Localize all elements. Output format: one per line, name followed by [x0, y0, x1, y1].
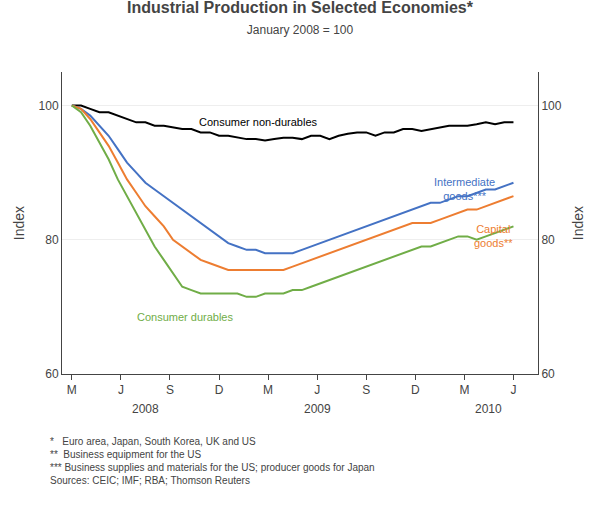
- svg-text:M: M: [67, 383, 77, 397]
- svg-text:2009: 2009: [304, 402, 331, 416]
- svg-text:Capitalgoods**: Capitalgoods**: [474, 223, 513, 249]
- svg-text:80: 80: [541, 233, 555, 247]
- svg-text:S: S: [362, 383, 370, 397]
- svg-text:J: J: [314, 383, 320, 397]
- svg-text:D: D: [215, 383, 224, 397]
- svg-text:Index: Index: [11, 206, 27, 240]
- svg-text:Industrial Production in Selec: Industrial Production in Selected Econom…: [127, 0, 474, 37]
- svg-text:2008: 2008: [132, 402, 159, 416]
- svg-text:80: 80: [45, 233, 59, 247]
- svg-text:J: J: [510, 383, 516, 397]
- svg-text:Index: Index: [570, 206, 586, 240]
- svg-text:Consumer non-durables: Consumer non-durables: [199, 116, 318, 128]
- svg-text:100: 100: [39, 99, 59, 113]
- svg-text:M: M: [263, 383, 273, 397]
- svg-text:Intermediategoods***: Intermediategoods***: [434, 176, 495, 202]
- svg-text:D: D: [411, 383, 420, 397]
- svg-text:* Euro area, Japan, South Ko: * Euro area, Japan, South Korea, UK and …: [50, 436, 375, 486]
- svg-text:Consumer durables: Consumer durables: [137, 311, 233, 323]
- svg-text:60: 60: [541, 367, 555, 381]
- svg-text:M: M: [459, 383, 469, 397]
- svg-text:2010: 2010: [475, 402, 502, 416]
- svg-text:60: 60: [45, 367, 59, 381]
- svg-text:J: J: [118, 383, 124, 397]
- svg-text:S: S: [166, 383, 174, 397]
- svg-text:100: 100: [541, 99, 561, 113]
